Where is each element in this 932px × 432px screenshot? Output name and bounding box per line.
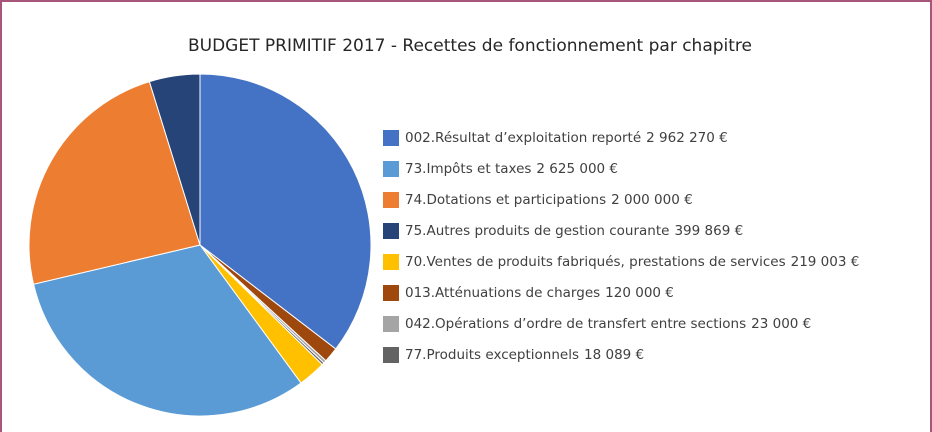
legend-label: 75.Autres produits de gestion courante 39… xyxy=(405,223,743,239)
legend-swatch xyxy=(383,161,399,177)
pie-slice xyxy=(28,81,201,285)
legend-value: 219 003 € xyxy=(791,254,860,270)
legend-name: 77.Produits exceptionnels xyxy=(405,347,579,363)
legend-name: 75.Autres produits de gestion courante xyxy=(405,223,669,239)
legend-label: 77.Produits exceptionnels 18 089 € xyxy=(405,347,644,363)
legend-label: 042.Opérations d’ordre de transfert entr… xyxy=(405,316,811,332)
pie-slice xyxy=(199,73,372,350)
legend-swatch xyxy=(383,347,399,363)
legend-swatch xyxy=(383,254,399,270)
legend-swatch xyxy=(383,130,399,146)
legend-swatch xyxy=(383,192,399,208)
legend-value: 399 869 € xyxy=(674,223,743,239)
legend-label: 73.Impôts et taxes 2 625 000 € xyxy=(405,161,618,177)
chart-title: BUDGET PRIMITIF 2017 - Recettes de fonct… xyxy=(188,36,752,56)
legend-swatch xyxy=(383,316,399,332)
legend-value: 2 962 270 € xyxy=(646,130,728,146)
legend-name: 73.Impôts et taxes xyxy=(405,161,531,177)
legend-name: 70.Ventes de produits fabriqués, prestat… xyxy=(405,254,786,270)
legend-value: 2 625 000 € xyxy=(536,161,618,177)
legend-value: 18 089 € xyxy=(584,347,644,363)
legend-name: 002.Résultat d’exploitation reporté xyxy=(405,130,641,146)
legend-value: 2 000 000 € xyxy=(611,192,693,208)
legend-swatch xyxy=(383,223,399,239)
legend-name: 013.Atténuations de charges xyxy=(405,285,600,301)
pie-slice xyxy=(32,244,302,417)
pie-slice xyxy=(148,73,201,246)
legend-value: 120 000 € xyxy=(605,285,674,301)
legend-swatch xyxy=(383,285,399,301)
legend-name: 042.Opérations d’ordre de transfert entr… xyxy=(405,316,746,332)
legend-label: 013.Atténuations de charges 120 000 € xyxy=(405,285,674,301)
legend-label: 74.Dotations et participations 2 000 000 … xyxy=(405,192,693,208)
legend-label: 002.Résultat d’exploitation reporté 2 962… xyxy=(405,130,728,146)
legend-name: 74.Dotations et participations xyxy=(405,192,606,208)
legend-label: 70.Ventes de produits fabriqués, prestat… xyxy=(405,254,859,270)
legend-value: 23 000 € xyxy=(751,316,811,332)
